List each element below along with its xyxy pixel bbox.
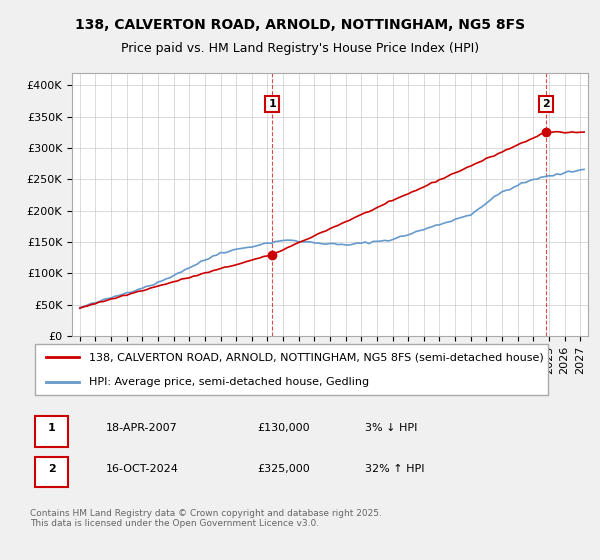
Text: Contains HM Land Registry data © Crown copyright and database right 2025.
This d: Contains HM Land Registry data © Crown c… [30, 509, 382, 529]
Bar [35, 416, 68, 446]
Text: 18-APR-2007: 18-APR-2007 [106, 423, 178, 433]
Text: £130,000: £130,000 [257, 423, 310, 433]
Text: 16-OCT-2024: 16-OCT-2024 [106, 464, 178, 474]
Text: 2: 2 [542, 99, 550, 109]
Text: 1: 1 [48, 423, 55, 433]
Text: 32% ↑ HPI: 32% ↑ HPI [365, 464, 424, 474]
Text: 3% ↓ HPI: 3% ↓ HPI [365, 423, 417, 433]
Text: 138, CALVERTON ROAD, ARNOLD, NOTTINGHAM, NG5 8FS: 138, CALVERTON ROAD, ARNOLD, NOTTINGHAM,… [75, 18, 525, 32]
Bar [35, 456, 68, 487]
Text: 2: 2 [48, 464, 55, 474]
Text: £325,000: £325,000 [257, 464, 310, 474]
Text: 138, CALVERTON ROAD, ARNOLD, NOTTINGHAM, NG5 8FS (semi-detached house): 138, CALVERTON ROAD, ARNOLD, NOTTINGHAM,… [89, 352, 544, 362]
Text: 1: 1 [268, 99, 276, 109]
Text: HPI: Average price, semi-detached house, Gedling: HPI: Average price, semi-detached house,… [89, 377, 370, 387]
Text: Price paid vs. HM Land Registry's House Price Index (HPI): Price paid vs. HM Land Registry's House … [121, 41, 479, 55]
